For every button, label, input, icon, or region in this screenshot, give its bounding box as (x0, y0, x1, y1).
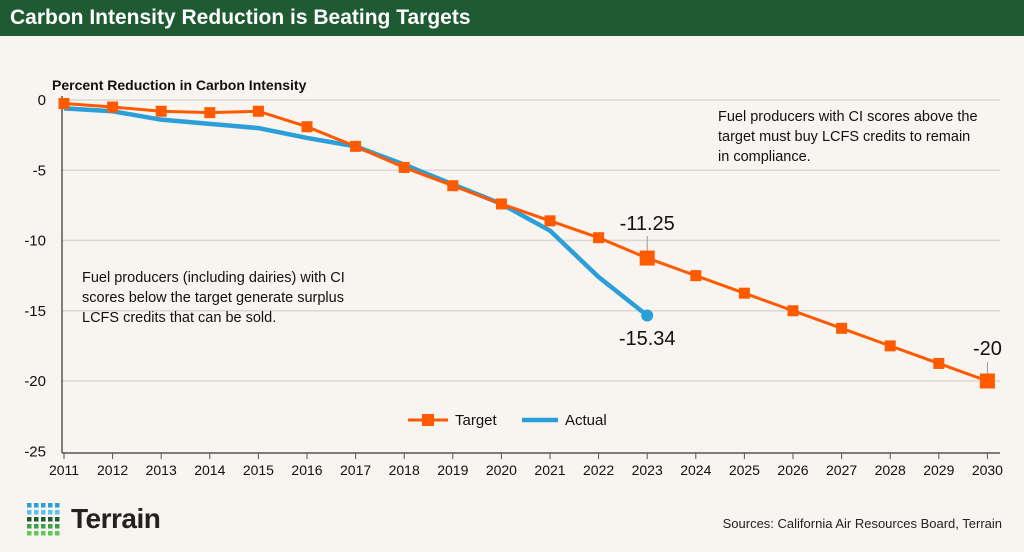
series-target-line (63, 102, 988, 383)
x-tick-label: 2017 (340, 462, 371, 478)
x-tick-label: 2011 (49, 462, 79, 478)
target-point (495, 198, 507, 210)
x-tick-label: 2027 (826, 462, 857, 478)
x-tick-label: 2016 (291, 462, 322, 478)
y-tick-label: -10 (24, 233, 46, 250)
target-point (639, 250, 655, 266)
target-point (155, 105, 167, 117)
terrain-logo: Terrain (27, 503, 161, 536)
chart-title: Carbon Intensity Reduction is Beating Ta… (0, 0, 1024, 36)
target-point (252, 105, 264, 117)
x-tick-label: 2019 (437, 462, 468, 478)
x-tick-label: 2025 (729, 462, 760, 478)
target-point (544, 215, 556, 227)
target-point (301, 121, 313, 133)
target-point (107, 101, 119, 113)
x-tick-label: 2013 (146, 462, 177, 478)
actual-end-point (641, 309, 654, 322)
data-label: -20 (973, 338, 1002, 360)
y-axis-label: Percent Reduction in Carbon Intensity (52, 77, 307, 93)
target-point (447, 180, 459, 192)
y-tick-label: -20 (24, 373, 46, 390)
legend-target-marker (422, 414, 434, 426)
y-tick-label: -25 (24, 443, 46, 460)
terrain-logo-icon (27, 503, 60, 536)
x-tick-label: 2022 (583, 462, 614, 478)
x-tick-label: 2020 (486, 462, 517, 478)
y-tick-label: 0 (38, 92, 46, 109)
target-point (979, 373, 995, 389)
note-above-target: Fuel producers with CI scores above the … (718, 109, 978, 165)
target-point (593, 232, 605, 244)
x-tick-label: 2014 (194, 462, 225, 478)
y-tick-label: -15 (24, 303, 46, 320)
legend-actual-label: Actual (565, 412, 607, 429)
target-point (738, 287, 750, 299)
target-point (690, 270, 702, 282)
target-point (204, 107, 216, 119)
target-point (884, 340, 896, 352)
source-note: Sources: California Air Resources Board,… (722, 516, 1002, 531)
note-below-target: Fuel producers (including dairies) with … (82, 270, 345, 326)
x-tick-label: 2012 (97, 462, 128, 478)
x-tick-label: 2024 (680, 462, 711, 478)
x-tick-label: 2021 (534, 462, 565, 478)
x-tick-label: 2029 (923, 462, 954, 478)
target-point (836, 322, 848, 334)
x-tick-label: 2030 (972, 462, 1003, 478)
x-tick-label: 2015 (243, 462, 274, 478)
target-point (350, 140, 362, 152)
x-tick-label: 2026 (777, 462, 808, 478)
y-tick-label: -5 (33, 162, 46, 179)
data-label: -15.34 (619, 328, 676, 350)
legend-target-label: Target (455, 412, 498, 429)
target-point (58, 98, 70, 110)
data-label: -11.25 (620, 213, 675, 235)
x-tick-label: 2028 (875, 462, 906, 478)
x-tick-label: 2023 (632, 462, 663, 478)
x-tick-label: 2018 (389, 462, 420, 478)
target-point (398, 161, 410, 173)
target-point (933, 357, 945, 369)
target-point (787, 305, 799, 317)
